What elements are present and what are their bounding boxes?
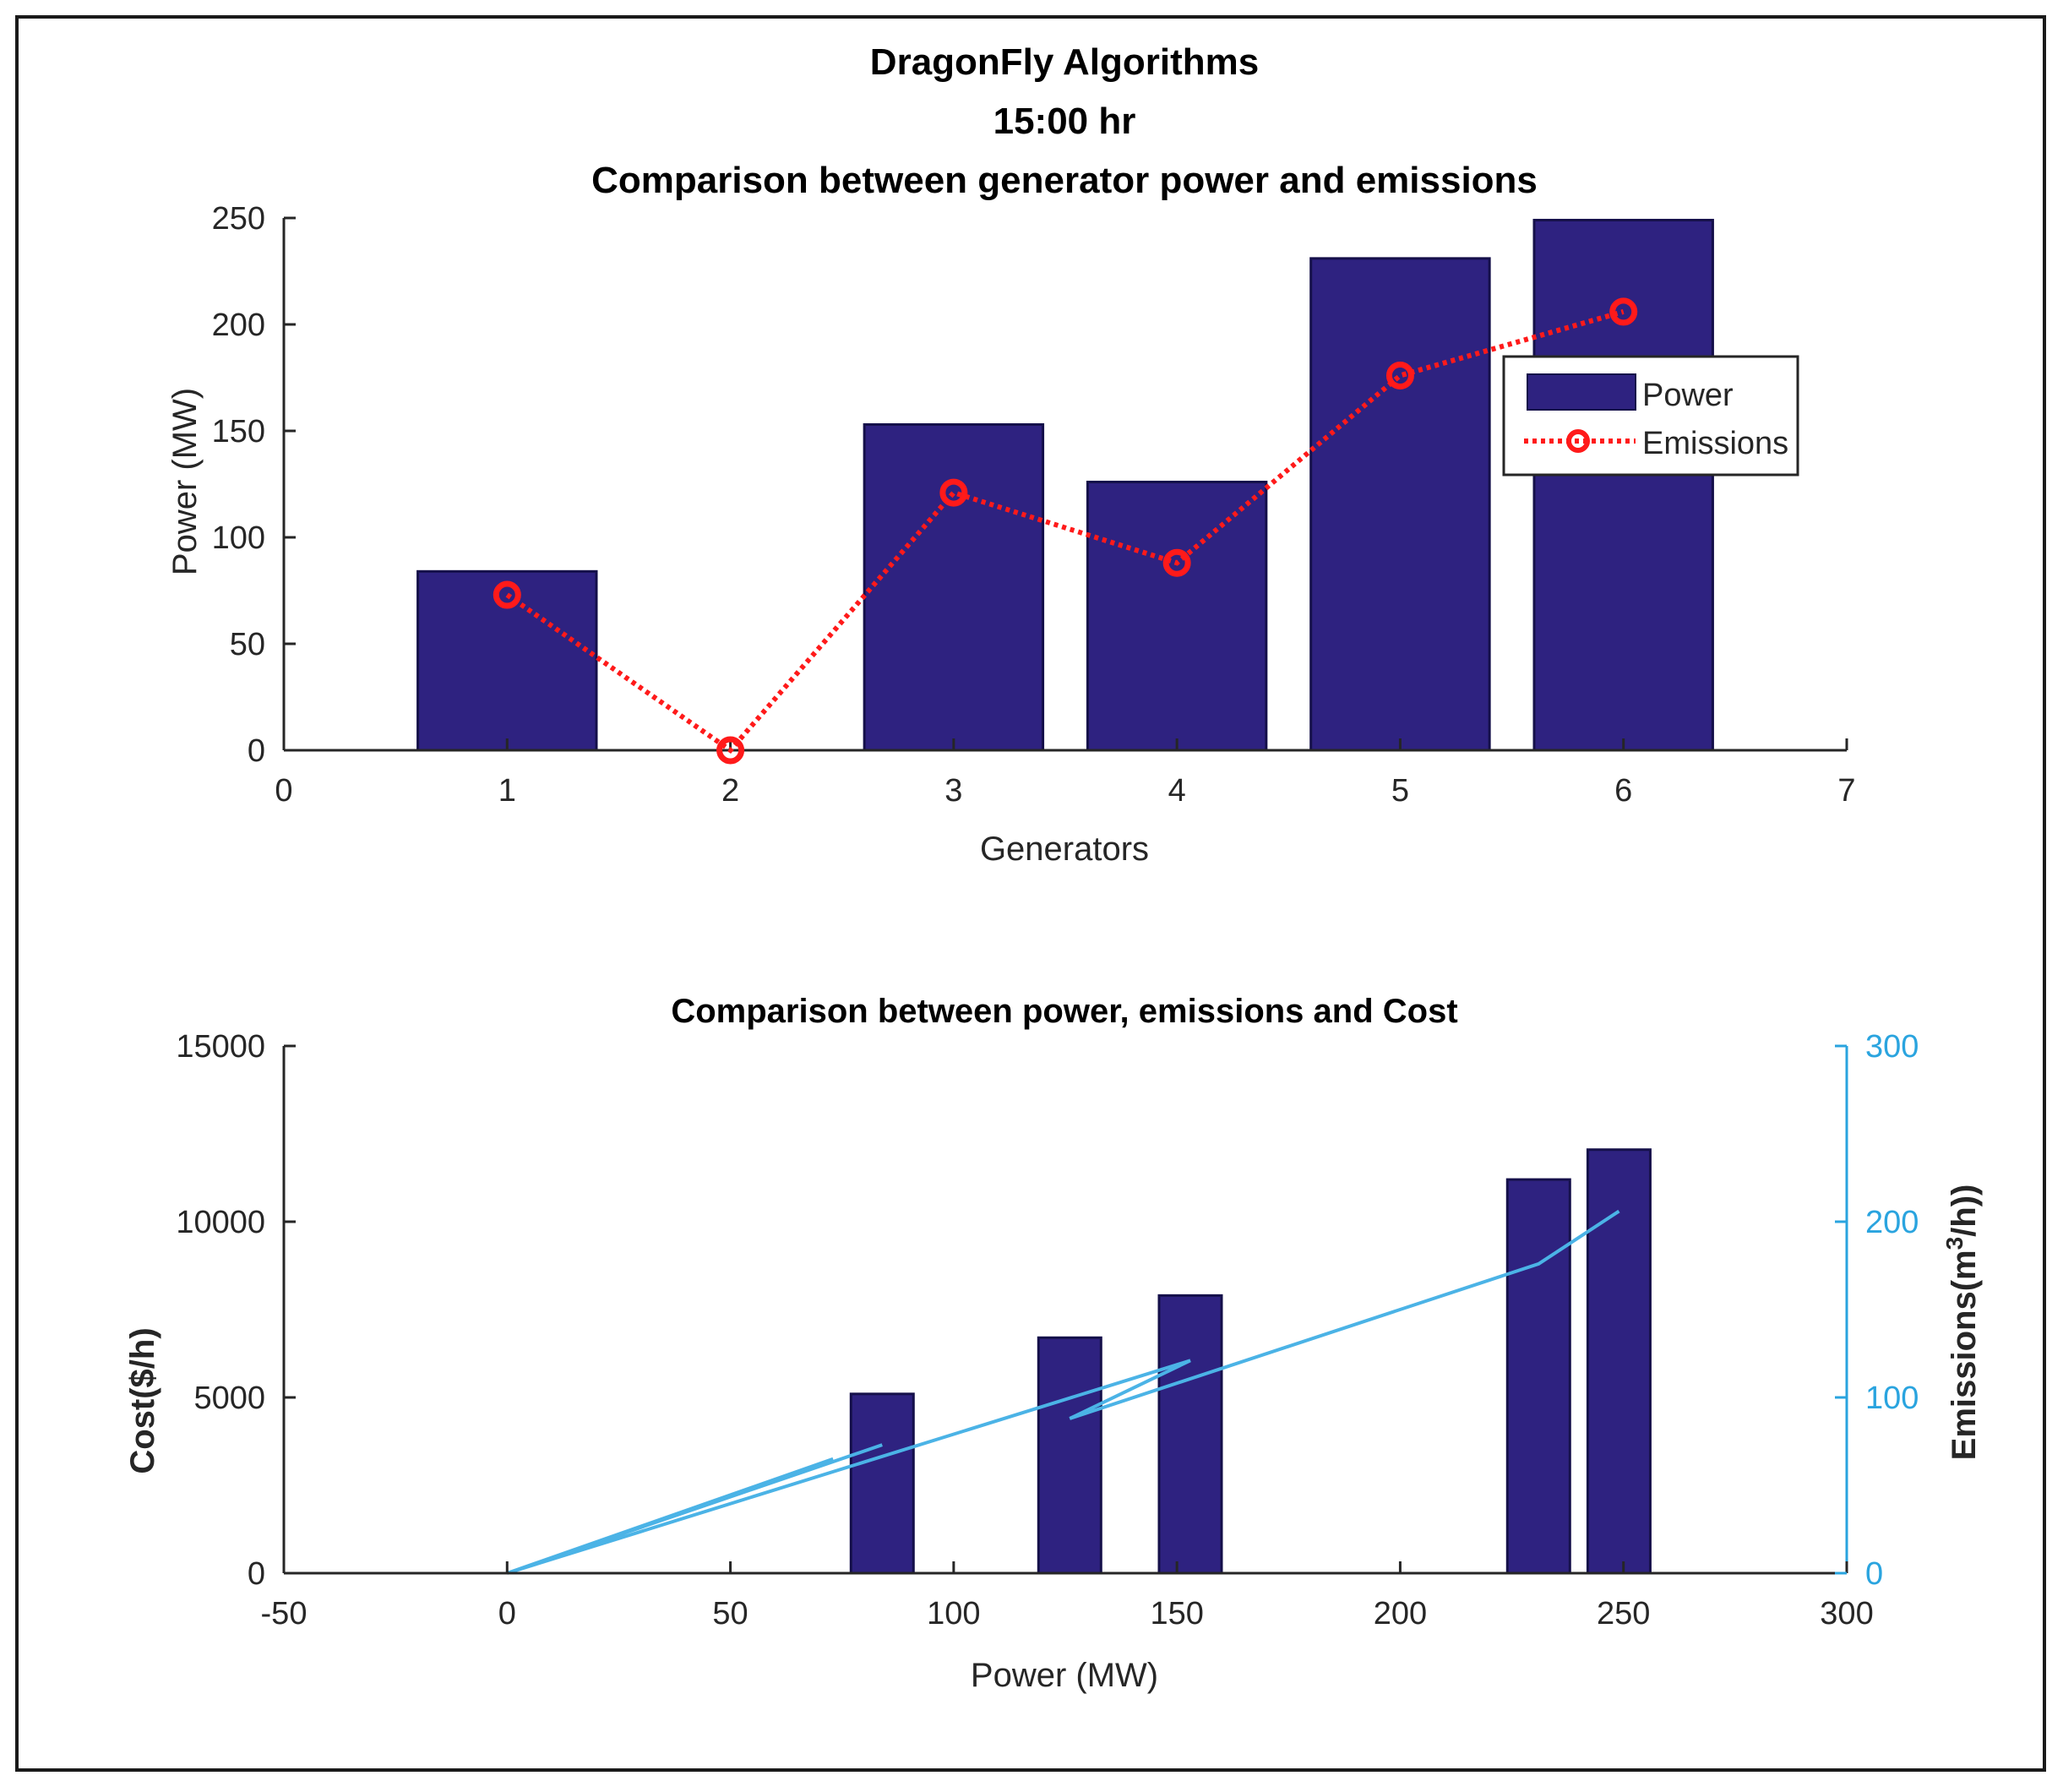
chart2-right-tick-label: 100 [1865,1381,1919,1416]
chart2-left-tick-label: 10000 [176,1205,265,1240]
chart1-x-tick-label: 2 [721,773,739,809]
chart2-left-tick-label: 0 [248,1556,265,1592]
chart1-title-line-1: DragonFly Algorithms [870,41,1259,83]
legend-emissions-marker [1566,429,1590,453]
chart1-x-tick-label: 0 [275,773,292,809]
cost-bar-5 [1586,1148,1652,1575]
emissions-marker-2 [716,736,745,765]
chart-generator-power-emissions: DragonFly Algorithms 15:00 hr Comparison… [166,41,1856,868]
cost-bar-1 [849,1392,915,1575]
legend-emissions-label: Emissions [1642,426,1788,461]
cost-bar-2 [1037,1336,1102,1575]
chart1-y-tick-label: 250 [212,201,265,237]
chart1-x-tick-label: 7 [1837,773,1855,809]
chart2-x-tick-label: 150 [1150,1596,1203,1631]
chart2-title: Comparison between power, emissions and … [671,993,1457,1030]
power-bar-5 [1309,257,1491,752]
emissions-marker-4 [1162,548,1191,577]
chart1-x-tick-label: 5 [1391,773,1409,809]
power-bar-4 [1086,480,1268,752]
chart1-title-line-2: 15:00 hr [993,101,1136,142]
chart2-x-tick-label: 100 [927,1596,980,1631]
power-bar-3 [863,422,1045,752]
chart2-right-tick-label: 0 [1865,1556,1883,1592]
chart1-x-tick-label: 1 [498,773,516,809]
legend-power-swatch [1527,373,1636,411]
chart2-x-axis-label: Power (MW) [971,1657,1158,1694]
chart1-x-axis-label: Generators [980,831,1149,868]
emissions-marker-1 [493,580,521,609]
chart2-x-tick-label: 250 [1597,1596,1650,1631]
chart2-left-axis-label: Cost($/h) [124,1327,161,1473]
chart2-x-tick-label: 50 [712,1596,748,1631]
chart1-y-tick-label: 50 [230,627,265,662]
chart2-left-tick-label: 5000 [193,1381,265,1416]
chart2-right-tick-label: 300 [1865,1029,1919,1065]
chart1-x-tick-label: 4 [1168,773,1186,809]
chart2-left-tick-label: 15000 [176,1029,265,1065]
legend-power-label: Power [1642,378,1734,413]
chart1-y-tick-label: 100 [212,520,265,556]
chart1-y-tick-label: 150 [212,414,265,449]
chart-power-emissions-cost: Comparison between power, emissions and … [124,993,1983,1694]
chart2-right-axis-label: Emissions(m3/h)) [1941,1185,1984,1461]
cost-bar-3 [1157,1294,1223,1575]
chart2-x-tick-label: 300 [1820,1596,1873,1631]
chart1-x-tick-label: 3 [944,773,962,809]
emissions-marker-6 [1609,297,1638,326]
power-bar-1 [416,569,598,752]
chart2-x-tick-label: 200 [1374,1596,1427,1631]
emissions-marker-3 [939,478,968,507]
chart2-right-tick-label: 200 [1865,1205,1919,1240]
chart1-y-tick-label: 200 [212,308,265,343]
chart1-y-axis-label: Power (MW) [166,388,204,575]
chart2-x-tick-label: 0 [498,1596,516,1631]
right-label-suffix: /h)) [1946,1185,1983,1237]
chart1-title-line-3: Comparison between generator power and e… [591,160,1538,201]
emissions-marker-5 [1385,361,1414,389]
cost-bar-4 [1505,1178,1571,1575]
right-label-superscript: 3 [1941,1237,1968,1250]
emissions-line [505,308,1625,754]
right-label-prefix: Emissions(m [1946,1250,1983,1460]
figure-frame [15,15,2046,1772]
chart1-legend: Power Emissions [1502,355,1799,477]
chart2-x-tick-label: -50 [261,1596,308,1631]
chart1-y-tick-label: 0 [248,733,265,769]
chart1-x-tick-label: 6 [1614,773,1632,809]
